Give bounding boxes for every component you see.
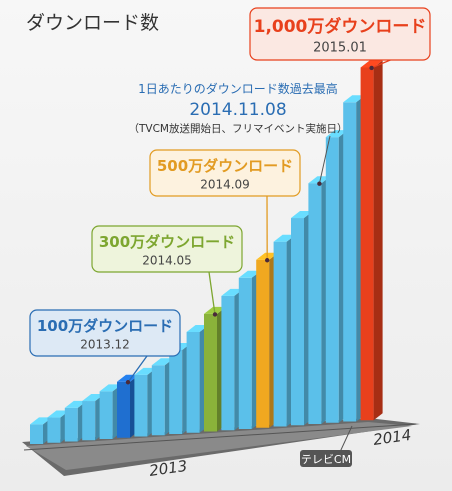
x-label-2013: 2013	[148, 457, 188, 480]
peak-note: 1日あたりのダウンロード数過去最高 2014.11.08 （TVCM放送開始日、フリ…	[129, 81, 348, 186]
milestone-label: 1,000万ダウンロード	[254, 16, 427, 37]
milestone-callout-2: 500万ダウンロード 2014.09	[149, 149, 301, 263]
milestone-label: 100万ダウンロード	[37, 317, 173, 335]
peak-note-title: 1日あたりのダウンロード数過去最高	[138, 81, 338, 96]
x-label-2014: 2014	[372, 426, 412, 449]
milestone-callout-3: 300万ダウンロード 2014.05	[91, 225, 243, 317]
callout-group: 1,000万ダウンロード 2015.01 500万ダウンロード 2014.09 300万…	[29, 7, 431, 385]
peak-note-detail: （TVCM放送開始日、フリマイベント実施日）	[129, 122, 348, 135]
tvcm-leader	[339, 425, 353, 453]
milestone-label: 300万ダウンロード	[99, 233, 235, 251]
chart-title: ダウンロード数	[26, 12, 159, 34]
milestone-callout-4: 100万ダウンロード 2013.12	[29, 309, 181, 385]
tvcm-label: テレビCM	[301, 453, 351, 466]
bar-20	[360, 60, 383, 421]
milestone-date: 2014.05	[142, 254, 192, 268]
bar-group	[30, 60, 383, 444]
peak-note-date: 2014.11.08	[189, 100, 286, 120]
milestone-date: 2013.12	[80, 338, 130, 352]
chart-floor-top	[26, 422, 412, 470]
milestone-label: 500万ダウンロード	[157, 157, 293, 175]
milestone-date: 2015.01	[313, 41, 367, 56]
tvcm-tag	[300, 450, 352, 467]
milestone-date: 2014.09	[200, 178, 250, 192]
milestone-callout-1: 1,000万ダウンロード 2015.01	[249, 7, 431, 71]
